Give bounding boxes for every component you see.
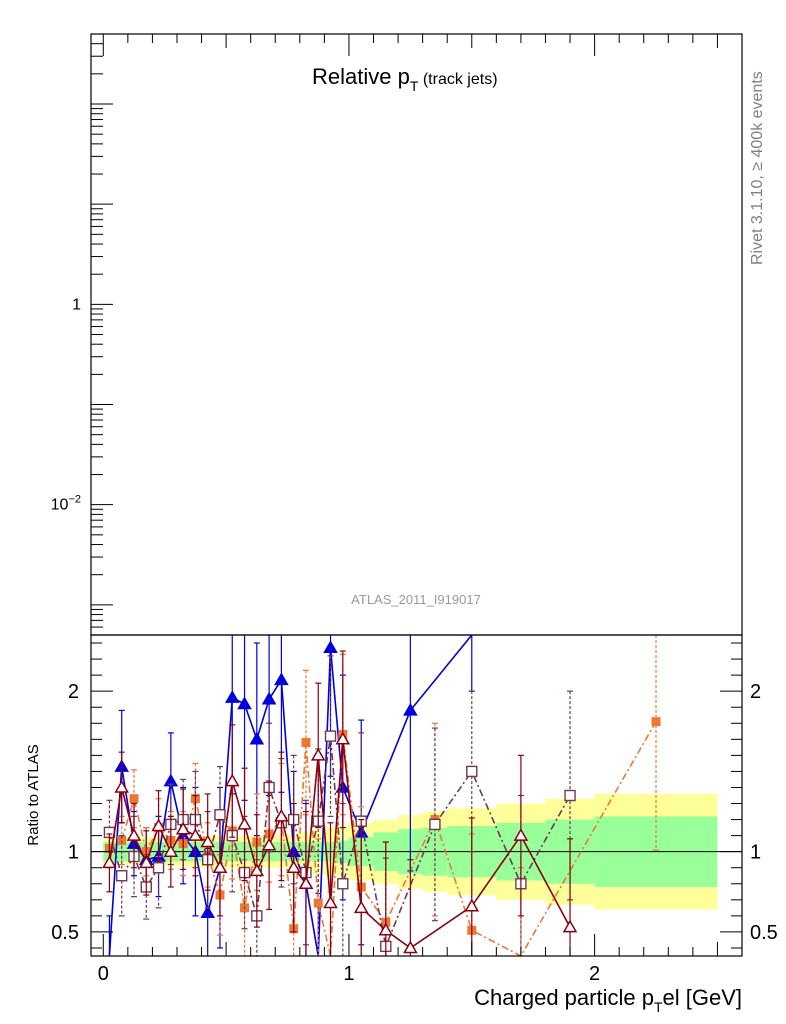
- main-y-tick-label: 10−2: [51, 494, 81, 514]
- data-point: [116, 870, 128, 882]
- x-ticks: 0 1 2: [98, 34, 743, 985]
- data-point: [353, 900, 369, 914]
- ratio-y-tick-label-right: 1: [750, 842, 761, 864]
- analysis-label: ATLAS_2011_I919017: [351, 592, 481, 607]
- data-point: [188, 828, 203, 841]
- ratio-y-tick-label: 0.5: [51, 922, 79, 944]
- data-point: [261, 837, 277, 851]
- data-point: [464, 898, 480, 912]
- data-point: [126, 828, 142, 841]
- data-point: [564, 789, 576, 802]
- plot-title: Relative pT (track jets): [312, 64, 498, 94]
- data-point: [274, 672, 289, 686]
- data-point: [562, 919, 578, 933]
- data-point: [114, 779, 129, 793]
- data-point: [324, 730, 337, 742]
- data-point: [261, 691, 277, 705]
- data-point: [403, 940, 418, 954]
- data-point: [225, 773, 240, 787]
- data-point: [129, 794, 139, 804]
- data-point: [335, 731, 351, 745]
- main-y-tick-label: 1: [72, 296, 81, 313]
- data-point: [298, 876, 314, 890]
- data-point: [403, 702, 418, 716]
- main-panel: 1 10−2 Relative pT (track jets) ATLAS_201…: [51, 33, 743, 636]
- data-point: [313, 898, 323, 908]
- ratio-series: [102, 634, 661, 958]
- data-point: [651, 717, 661, 727]
- data-point: [274, 808, 289, 822]
- data-point: [237, 696, 252, 710]
- x-axis-label: Charged particle pTel [GeV]: [474, 985, 742, 1015]
- series: [102, 650, 578, 956]
- x-tick-label: 1: [343, 963, 354, 985]
- data-point: [200, 834, 215, 848]
- data-point: [466, 765, 478, 778]
- data-point: [175, 821, 191, 835]
- y-axis-label: Ratio to ATLAS: [25, 744, 42, 845]
- ratio-panel-frame: [90, 634, 743, 957]
- data-point: [214, 809, 226, 821]
- data-point: [513, 828, 529, 841]
- data-point: [237, 816, 252, 830]
- ratio-y-tick-label: 1: [68, 842, 79, 864]
- data-point: [429, 818, 441, 831]
- data-point: [225, 690, 240, 703]
- data-point: [310, 747, 326, 761]
- data-point: [249, 731, 265, 745]
- data-point: [163, 844, 179, 857]
- data-point: [102, 855, 117, 869]
- data-point: [200, 905, 215, 918]
- data-point: [151, 818, 166, 832]
- x-tick-label: 0: [98, 963, 109, 985]
- ratio-y-tick-label-right: 0.5: [750, 922, 778, 944]
- data-point: [323, 640, 338, 654]
- ratio-y-ticks: 0.5 0.5 1 1 2 2: [51, 642, 778, 949]
- data-point: [337, 878, 349, 890]
- data-point: [212, 860, 228, 873]
- ratio-y-tick-label-right: 2: [750, 681, 761, 703]
- data-point: [323, 895, 338, 909]
- rivet-version-label: Rivet 3.1.10, ≥ 400k events: [749, 71, 766, 265]
- main-y-ticks: 1 10−2: [51, 33, 113, 636]
- x-tick-label: 2: [589, 963, 600, 985]
- data-point: [378, 922, 394, 936]
- ratio-panel: 0.5 0.5 1 1 2 2 0 1 2: [51, 34, 778, 985]
- data-point: [286, 860, 301, 873]
- data-point: [249, 863, 265, 877]
- data-point: [301, 738, 311, 748]
- data-point: [139, 855, 154, 869]
- data-point: [152, 862, 165, 874]
- ratio-y-tick-label: 2: [68, 681, 79, 703]
